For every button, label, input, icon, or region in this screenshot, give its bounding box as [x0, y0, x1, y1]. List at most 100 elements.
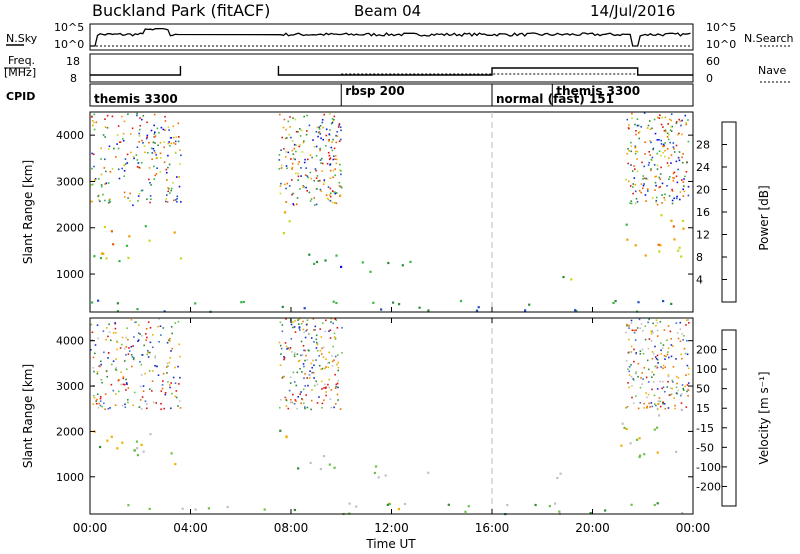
data-point — [628, 180, 630, 183]
velocity-ylabel: Slant Range [km] — [21, 364, 35, 468]
data-point — [126, 327, 128, 329]
data-point — [671, 379, 673, 382]
data-point — [338, 140, 341, 142]
data-point — [626, 324, 628, 327]
data-point — [658, 397, 661, 399]
data-point — [662, 367, 664, 370]
data-point — [632, 192, 634, 195]
data-point — [664, 407, 667, 410]
data-point — [682, 188, 684, 191]
data-point — [148, 141, 150, 144]
data-point — [648, 161, 650, 164]
data-point — [178, 176, 180, 178]
data-point — [170, 452, 173, 455]
data-point — [656, 168, 659, 170]
data-point — [656, 152, 659, 155]
data-point — [671, 177, 674, 179]
data-point — [654, 175, 656, 178]
data-point — [280, 347, 283, 350]
data-point — [298, 326, 301, 328]
data-point — [106, 375, 108, 378]
data-point — [294, 399, 297, 401]
data-point — [361, 261, 364, 264]
data-point — [686, 339, 688, 342]
data-point — [283, 357, 286, 359]
data-point — [646, 359, 649, 362]
data-point — [102, 193, 104, 196]
data-point — [331, 149, 334, 152]
data-point — [329, 157, 332, 159]
data-point — [687, 373, 690, 376]
data-point — [325, 319, 327, 322]
data-point — [121, 441, 124, 444]
data-point — [655, 404, 657, 407]
data-point — [685, 406, 688, 408]
data-point — [283, 375, 285, 378]
data-point — [331, 141, 333, 143]
data-point — [328, 463, 331, 466]
data-point — [321, 402, 324, 405]
data-point — [293, 147, 296, 150]
data-point — [666, 339, 668, 341]
data-point — [178, 136, 180, 138]
noise-sky-line — [90, 27, 691, 47]
data-point — [315, 334, 318, 337]
data-point — [638, 189, 641, 192]
data-point — [678, 246, 681, 249]
data-point — [127, 256, 130, 259]
data-point — [321, 407, 323, 409]
data-point — [108, 323, 110, 326]
data-point — [664, 129, 667, 131]
colorbar-tick-label: 200 — [696, 344, 717, 357]
data-point — [116, 340, 118, 343]
data-point — [305, 394, 307, 396]
data-point — [648, 151, 650, 153]
data-point — [670, 162, 672, 164]
data-point — [169, 340, 171, 343]
data-point — [604, 509, 607, 512]
data-point — [179, 149, 181, 151]
data-point — [335, 192, 338, 194]
data-point — [655, 319, 658, 321]
data-point — [116, 302, 119, 305]
data-point — [179, 257, 183, 260]
data-point — [174, 382, 177, 384]
data-point — [329, 195, 332, 198]
data-point — [303, 140, 305, 142]
data-point — [135, 154, 138, 156]
data-point — [278, 154, 281, 156]
data-point — [657, 116, 659, 119]
data-point — [633, 331, 636, 334]
data-point — [97, 299, 100, 302]
data-point — [153, 165, 155, 168]
data-point — [467, 505, 470, 508]
data-point — [280, 182, 282, 185]
data-point — [157, 374, 160, 376]
data-point — [672, 225, 675, 228]
data-point — [90, 323, 93, 326]
data-point — [634, 145, 637, 148]
data-point — [167, 381, 169, 383]
data-point — [93, 128, 96, 131]
data-point — [334, 191, 336, 193]
data-point — [677, 156, 680, 159]
data-point — [104, 126, 107, 128]
data-point — [682, 181, 685, 183]
data-point — [673, 171, 676, 174]
data-point — [278, 159, 281, 161]
data-point — [96, 393, 99, 395]
data-point — [667, 347, 670, 349]
data-point — [293, 355, 296, 358]
data-point — [162, 128, 165, 131]
x-axis-label: Time UT — [365, 537, 416, 551]
data-point — [686, 384, 689, 386]
data-point — [670, 393, 673, 396]
data-point — [656, 358, 659, 361]
data-point — [374, 465, 378, 468]
data-point — [125, 354, 127, 356]
data-point — [154, 174, 156, 177]
data-point — [625, 360, 628, 362]
data-point — [316, 343, 319, 346]
data-point — [329, 177, 332, 179]
data-point — [151, 141, 154, 144]
